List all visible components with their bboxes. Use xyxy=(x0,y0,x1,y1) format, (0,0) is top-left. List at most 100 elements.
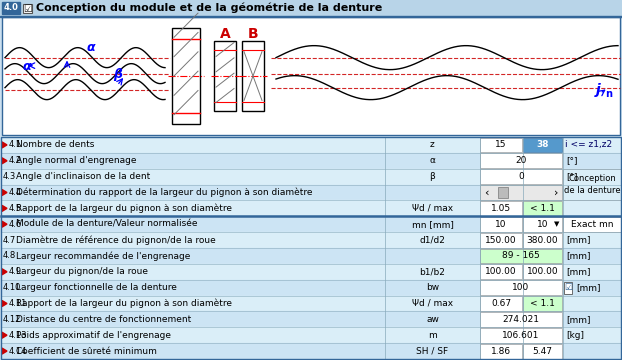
Polygon shape xyxy=(2,332,7,338)
Bar xyxy=(480,169,562,184)
Bar xyxy=(480,233,522,248)
Text: ▼: ▼ xyxy=(554,221,559,227)
Text: m: m xyxy=(428,331,437,340)
Text: β: β xyxy=(113,68,122,81)
Text: 4.8: 4.8 xyxy=(3,251,16,260)
Bar xyxy=(480,185,562,200)
Text: Exact mn: Exact mn xyxy=(571,220,613,229)
Text: [mm]: [mm] xyxy=(566,315,590,324)
Text: 0: 0 xyxy=(518,172,524,181)
Text: 10: 10 xyxy=(537,220,548,229)
Text: ›: › xyxy=(554,188,558,198)
Text: [mm]: [mm] xyxy=(576,283,600,292)
Bar xyxy=(0,15,622,17)
Text: mn [mm]: mn [mm] xyxy=(412,220,453,229)
Bar xyxy=(523,138,562,152)
Text: 4.11: 4.11 xyxy=(9,299,27,308)
Bar xyxy=(214,41,236,111)
Text: 4.0: 4.0 xyxy=(4,3,19,12)
Text: 4.7: 4.7 xyxy=(3,235,16,244)
Text: [mm]: [mm] xyxy=(566,267,590,276)
Polygon shape xyxy=(2,221,7,227)
Polygon shape xyxy=(2,158,7,164)
Text: Détermination du rapport de la largeur du pignon à son diamètre: Détermination du rapport de la largeur d… xyxy=(16,188,312,197)
Bar xyxy=(480,264,522,279)
Bar xyxy=(523,344,562,359)
Bar xyxy=(564,282,572,293)
Bar xyxy=(480,312,562,327)
Bar xyxy=(480,201,522,216)
Text: Rapport de la largeur du pignon à son diamètre: Rapport de la largeur du pignon à son di… xyxy=(16,204,232,213)
Text: 0.67: 0.67 xyxy=(491,299,511,308)
Bar xyxy=(563,169,621,201)
Text: B: B xyxy=(248,27,258,41)
Bar xyxy=(480,153,562,168)
Text: β: β xyxy=(430,172,435,181)
Text: 4.4: 4.4 xyxy=(9,188,22,197)
Text: 4.10: 4.10 xyxy=(3,283,21,292)
Text: bw: bw xyxy=(426,283,439,292)
Bar xyxy=(1,216,621,232)
Text: < 1.1: < 1.1 xyxy=(530,299,555,308)
Text: 5.47: 5.47 xyxy=(532,347,552,356)
Text: 100.00: 100.00 xyxy=(527,267,559,276)
Bar xyxy=(2,2,20,14)
Text: Rapport de la largeur du pignon à son diamètre: Rapport de la largeur du pignon à son di… xyxy=(16,299,232,308)
Polygon shape xyxy=(2,301,7,306)
Text: [kg]: [kg] xyxy=(566,331,584,340)
Text: i <= z1,z2: i <= z1,z2 xyxy=(565,140,612,149)
Text: z: z xyxy=(430,140,435,149)
Text: Nombre de dents: Nombre de dents xyxy=(16,140,95,149)
Bar xyxy=(1,185,621,201)
Text: 15: 15 xyxy=(495,140,507,149)
Text: α: α xyxy=(23,60,32,73)
Bar xyxy=(1,201,621,216)
Text: 4.13: 4.13 xyxy=(9,331,27,340)
Text: 1.05: 1.05 xyxy=(491,204,511,213)
Text: [mm]: [mm] xyxy=(566,251,590,260)
Text: [°]: [°] xyxy=(566,172,577,181)
Bar xyxy=(242,41,264,111)
Text: Coefficient de sûreté minimum: Coefficient de sûreté minimum xyxy=(16,347,157,356)
Bar xyxy=(1,137,621,359)
Text: 4.12: 4.12 xyxy=(3,315,21,324)
Bar xyxy=(480,328,562,343)
Text: 4.6: 4.6 xyxy=(9,220,22,229)
Bar xyxy=(563,217,621,231)
Bar xyxy=(1,153,621,169)
Text: 4.9: 4.9 xyxy=(9,267,22,276)
Bar xyxy=(523,264,562,279)
Bar xyxy=(523,201,562,216)
Text: 100: 100 xyxy=(513,283,529,292)
Text: aw: aw xyxy=(426,315,439,324)
Text: Module de la denture/Valeur normalisée: Module de la denture/Valeur normalisée xyxy=(16,220,198,229)
Text: ☑: ☑ xyxy=(564,283,572,292)
Text: Conception du module et de la géométrie de la denture: Conception du module et de la géométrie … xyxy=(36,2,383,13)
Text: Largeur recommandée de l'engrenage: Largeur recommandée de l'engrenage xyxy=(16,251,190,261)
Text: 100.00: 100.00 xyxy=(485,267,517,276)
Text: Distance du centre de fonctionnement: Distance du centre de fonctionnement xyxy=(16,315,191,324)
Bar xyxy=(1,296,621,311)
Text: α: α xyxy=(87,41,96,54)
Bar xyxy=(1,248,621,264)
Text: j: j xyxy=(596,83,601,96)
Bar xyxy=(523,233,562,248)
Text: 20: 20 xyxy=(515,156,527,165)
Bar xyxy=(1,232,621,248)
Bar xyxy=(480,296,522,311)
Text: ‹: ‹ xyxy=(484,188,488,198)
Text: ☑: ☑ xyxy=(23,4,32,13)
Text: Conception
de la denture: Conception de la denture xyxy=(564,174,620,195)
Bar xyxy=(523,217,562,231)
Text: 4.2: 4.2 xyxy=(9,156,22,165)
Text: 38: 38 xyxy=(536,140,549,149)
Text: < 1.1: < 1.1 xyxy=(530,204,555,213)
Polygon shape xyxy=(2,348,7,354)
Bar xyxy=(480,217,522,231)
Text: b1/b2: b1/b2 xyxy=(420,267,445,276)
Polygon shape xyxy=(2,142,7,148)
Bar xyxy=(172,28,200,124)
Bar xyxy=(1,137,621,153)
Bar xyxy=(1,343,621,359)
Text: 4.3: 4.3 xyxy=(3,172,16,181)
